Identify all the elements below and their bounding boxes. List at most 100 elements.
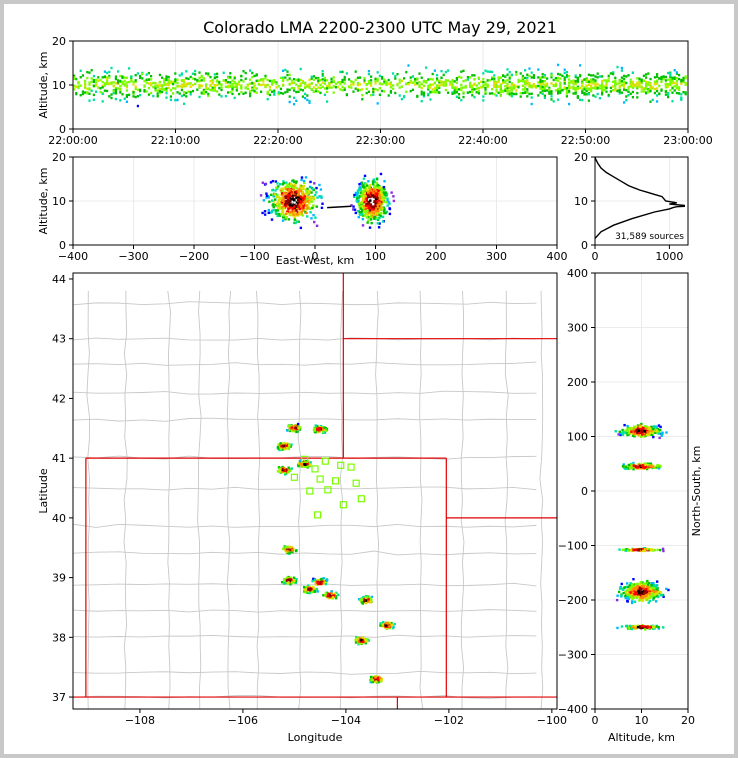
source-point xyxy=(319,83,322,87)
source-point xyxy=(658,77,661,80)
source-point xyxy=(312,196,315,200)
source-point xyxy=(622,591,625,595)
source-point xyxy=(524,88,527,91)
source-point xyxy=(502,74,505,77)
source-point xyxy=(167,86,170,90)
source-point xyxy=(316,196,319,199)
source-point xyxy=(669,75,672,79)
source-point xyxy=(392,625,395,629)
source-point xyxy=(657,467,661,470)
source-point xyxy=(165,76,168,79)
source-point xyxy=(323,79,326,82)
source-point xyxy=(288,189,291,192)
source-point xyxy=(623,77,626,81)
county-border xyxy=(460,290,465,709)
source-point xyxy=(158,90,161,93)
source-point xyxy=(313,182,316,185)
source-point xyxy=(163,78,166,81)
source-point xyxy=(369,191,373,195)
source-point xyxy=(308,99,311,103)
source-point xyxy=(313,589,316,593)
source-point xyxy=(191,77,194,80)
source-point xyxy=(295,83,298,86)
source-point xyxy=(653,91,656,95)
source-point xyxy=(341,89,344,92)
source-point xyxy=(112,84,115,88)
source-point xyxy=(623,84,626,87)
source-point xyxy=(684,92,687,96)
source-point xyxy=(235,82,238,85)
source-point xyxy=(377,186,380,189)
source-point xyxy=(92,78,95,82)
source-point xyxy=(321,70,324,73)
source-point xyxy=(265,196,268,199)
source-point xyxy=(302,187,305,191)
source-point xyxy=(633,586,636,590)
source-point xyxy=(391,626,395,630)
source-point xyxy=(682,76,685,80)
source-point xyxy=(341,80,344,84)
source-point xyxy=(656,100,659,103)
source-point xyxy=(319,79,322,82)
county-border xyxy=(167,290,171,709)
source-point xyxy=(659,465,662,468)
source-point xyxy=(384,622,388,625)
source-point xyxy=(332,85,335,88)
source-point xyxy=(647,601,650,604)
county-border xyxy=(73,634,537,638)
source-point xyxy=(657,595,660,599)
source-point xyxy=(508,93,511,97)
source-point xyxy=(285,576,289,580)
source-point xyxy=(504,88,507,91)
source-point xyxy=(651,548,654,551)
source-point xyxy=(639,598,643,602)
source-point xyxy=(317,90,320,93)
source-point xyxy=(363,597,366,601)
source-point xyxy=(305,204,309,207)
source-point xyxy=(289,184,293,188)
source-point xyxy=(585,93,588,96)
source-point xyxy=(645,598,649,601)
x-tick-label: 22:50:00 xyxy=(561,134,610,147)
source-point xyxy=(198,95,201,99)
source-point xyxy=(634,625,637,628)
source-point xyxy=(493,93,496,96)
source-point xyxy=(671,86,674,90)
source-point xyxy=(433,89,436,92)
source-point xyxy=(322,581,325,585)
county-border xyxy=(255,290,261,709)
source-point xyxy=(281,219,285,222)
source-point xyxy=(92,74,95,78)
source-point xyxy=(579,64,582,67)
source-point xyxy=(376,200,379,203)
source-point xyxy=(647,587,650,591)
source-point xyxy=(281,206,284,209)
source-point xyxy=(296,193,300,197)
source-point xyxy=(482,99,485,102)
source-point xyxy=(286,549,289,553)
source-point xyxy=(370,81,373,85)
source-point xyxy=(356,638,359,641)
source-point xyxy=(530,71,533,74)
source-point xyxy=(409,89,412,93)
source-point xyxy=(486,79,489,82)
source-point xyxy=(539,80,542,83)
source-point xyxy=(361,192,364,195)
source-point xyxy=(364,211,367,214)
source-point xyxy=(191,89,194,93)
source-point xyxy=(642,79,645,82)
source-point xyxy=(304,465,307,469)
source-point xyxy=(633,435,636,438)
source-point xyxy=(486,84,489,88)
source-point xyxy=(645,91,648,94)
source-point xyxy=(363,174,367,178)
source-point xyxy=(660,89,663,92)
source-point xyxy=(684,76,687,80)
source-point xyxy=(356,189,360,192)
source-point xyxy=(385,81,388,85)
source-point xyxy=(499,86,502,90)
source-point xyxy=(543,84,546,87)
source-point xyxy=(361,224,365,227)
source-point xyxy=(374,204,377,208)
source-point xyxy=(642,87,645,91)
